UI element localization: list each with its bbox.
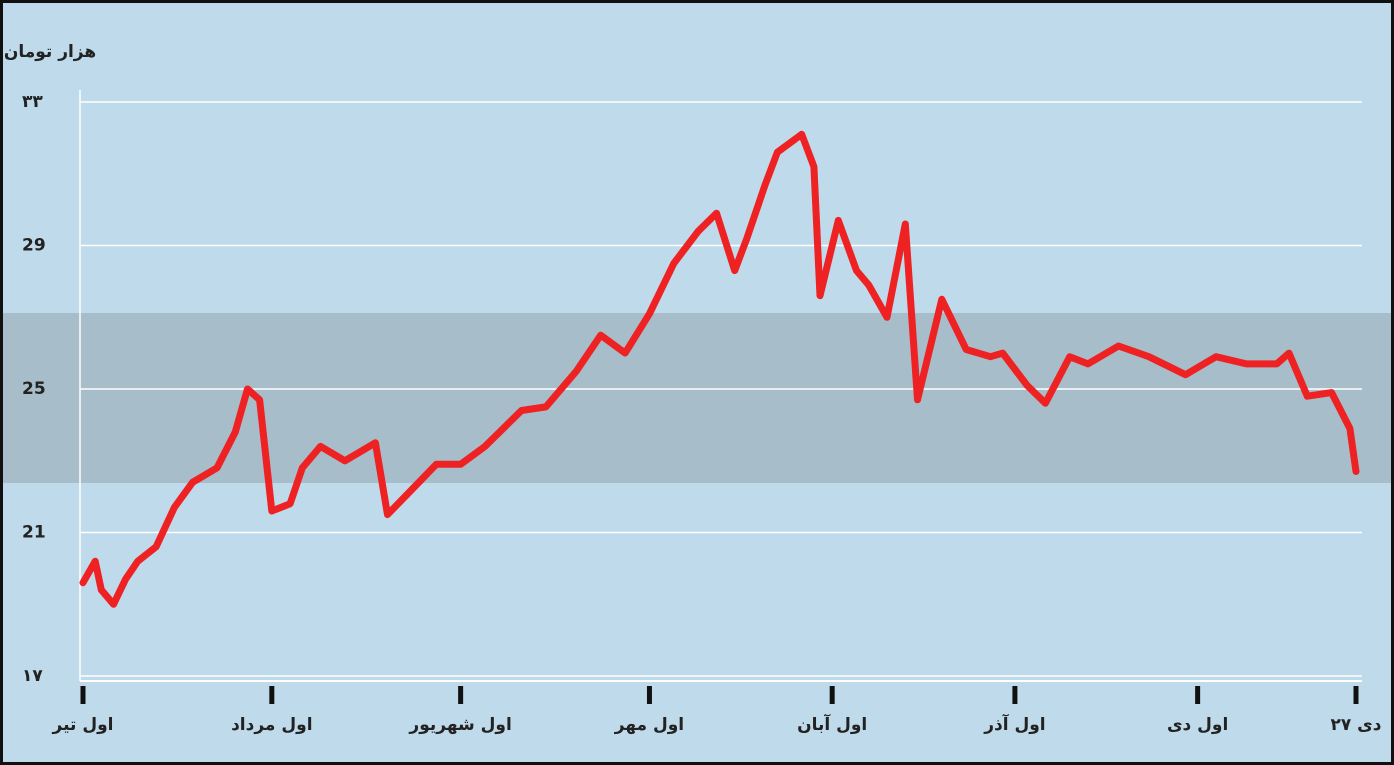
x-tick-label: اول تیر (52, 715, 114, 735)
watermark-band (3, 313, 1391, 483)
x-tick-label: اول مرداد (231, 715, 312, 735)
price-line (79, 130, 1360, 608)
y-tick-label: ۱۷ (22, 666, 43, 686)
y-tick-label: ۳۳ (22, 92, 43, 112)
x-tick-label: ۲۷ دی (1331, 715, 1382, 735)
x-tick-label: اول دی (1167, 715, 1228, 735)
y-axis-label: هزار تومان (4, 42, 96, 62)
plot (79, 130, 1360, 608)
y-tick-label: 29 (22, 236, 46, 256)
y-tick-label: 25 (22, 379, 46, 399)
y-tick-label: 21 (22, 523, 46, 543)
x-tick-label: اول آذر (983, 713, 1045, 735)
x-tick-label: اول شهریور (408, 715, 511, 735)
x-tick-label: اول آبان (797, 713, 867, 735)
x-tick-label: اول مهر (614, 715, 684, 735)
